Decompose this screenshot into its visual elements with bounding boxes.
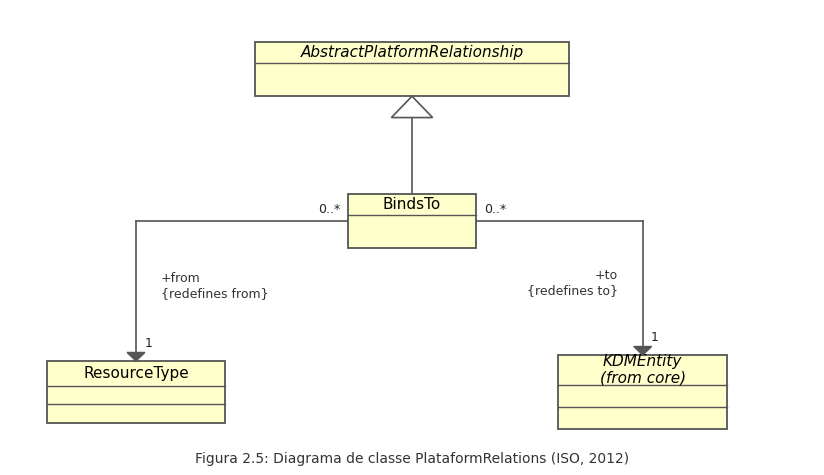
Text: 0..*: 0..* — [485, 203, 507, 216]
Text: +to
{redefines to}: +to {redefines to} — [527, 269, 618, 297]
Text: 0..*: 0..* — [317, 203, 339, 216]
Text: 1: 1 — [144, 337, 152, 350]
Bar — [255, 42, 569, 96]
Text: BindsTo: BindsTo — [383, 197, 441, 212]
Text: Figura 2.5: Diagrama de classe PlataformRelations (ISO, 2012): Figura 2.5: Diagrama de classe Plataform… — [195, 452, 629, 466]
Text: +from
{redefines from}: +from {redefines from} — [161, 272, 269, 300]
Text: ResourceType: ResourceType — [83, 366, 189, 381]
Polygon shape — [127, 352, 145, 361]
Text: AbstractPlatformRelationship: AbstractPlatformRelationship — [301, 45, 523, 60]
Bar — [558, 355, 727, 428]
Text: KDMEntity
(from core): KDMEntity (from core) — [600, 353, 686, 386]
Bar — [348, 194, 476, 248]
Bar — [48, 361, 224, 423]
Text: 1: 1 — [651, 331, 659, 344]
Polygon shape — [391, 96, 433, 118]
Polygon shape — [634, 347, 652, 355]
